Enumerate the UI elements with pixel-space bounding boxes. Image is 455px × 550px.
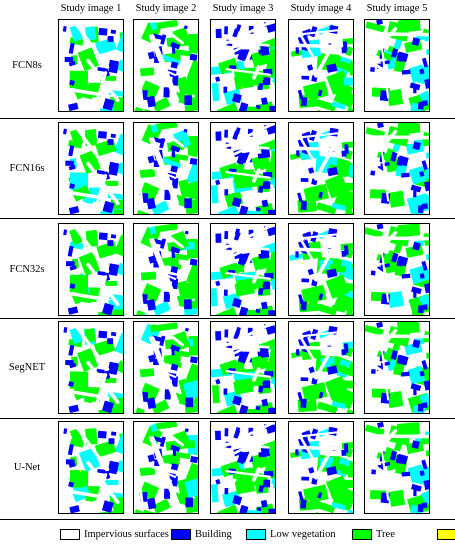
legend-swatch [171,529,191,540]
segmentation-map [288,421,354,514]
segmentation-map [288,223,354,316]
legend-label: Tree [376,529,395,540]
segmentation-map [58,19,124,112]
segmentation-map [364,19,430,112]
segmentation-map [210,122,276,215]
segmentation-map [210,223,276,316]
row-label: SegNET [8,361,46,373]
segmentation-map [58,223,124,316]
segmentation-map [288,122,354,215]
column-header: Study image 4 [290,3,352,14]
segmentation-map [364,122,430,215]
segmentation-map [58,321,124,414]
segmentation-map [133,223,199,316]
row-divider [0,218,455,219]
segmentation-map [133,321,199,414]
segmentation-map [364,421,430,514]
segmentation-map [58,421,124,514]
column-header: Study image 2 [135,3,197,14]
segmentation-map [210,421,276,514]
legend-label: Impervious surfaces [84,529,169,540]
legend-swatch [246,529,266,540]
column-header: Study image 1 [60,3,122,14]
row-label: FCN16s [9,162,45,174]
legend-label: Building [195,529,232,540]
row-label: FCN8s [12,59,42,71]
legend-swatch [352,529,372,540]
row-label: U-Net [13,461,41,473]
segmentation-map [288,321,354,414]
row-label: FCN32s [9,263,45,275]
segmentation-map [288,19,354,112]
segmentation-map [133,19,199,112]
segmentation-map [58,122,124,215]
segmentation-map [210,321,276,414]
row-divider [0,519,455,520]
segmentation-map [210,19,276,112]
legend-swatch [437,529,455,540]
row-divider [0,418,455,419]
row-divider [0,118,455,119]
column-header: Study image 5 [366,3,428,14]
legend-label: Low vegetation [270,529,336,540]
segmentation-map [133,421,199,514]
legend-swatch [60,529,80,540]
row-divider [0,318,455,319]
segmentation-map [364,223,430,316]
segmentation-map [133,122,199,215]
column-header: Study image 3 [212,3,274,14]
segmentation-map [364,321,430,414]
